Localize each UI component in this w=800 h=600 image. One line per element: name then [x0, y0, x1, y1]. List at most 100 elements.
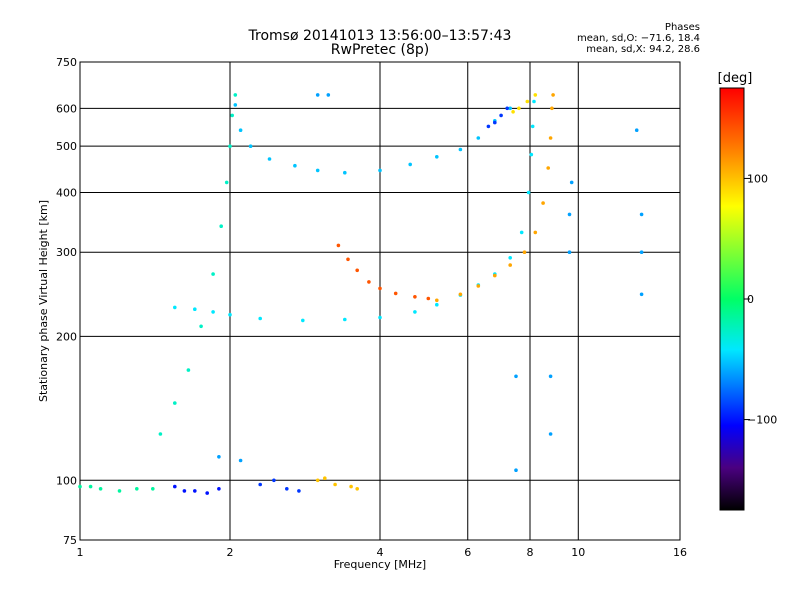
data-point-Es-3MHz: [333, 482, 337, 487]
data-point-top-O: [499, 113, 503, 118]
data-point-F-lower-O: [211, 310, 215, 314]
data-point-F-lower-O: [529, 152, 534, 157]
data-point-F-lower-O: [343, 317, 347, 322]
data-point-stray: [514, 374, 518, 379]
data-point-F-lower-O: [173, 305, 177, 310]
data-point-F-lower-O: [526, 190, 531, 195]
data-point-F1-cusp: [186, 368, 191, 372]
data-point-F-X-upper: [493, 273, 497, 278]
data-point-E-trace: [98, 487, 103, 491]
data-point-F-lower-O: [301, 318, 305, 323]
data-point-F-upper-O: [476, 136, 481, 140]
data-point-F-X-upper: [458, 292, 463, 297]
data-point-F1-cusp: [228, 144, 232, 148]
plot-frame: [79, 61, 681, 541]
data-point-stray: [514, 468, 518, 473]
data-point-stray: [238, 458, 243, 463]
chart-title: Tromsø 20141013 13:56:00–13:57:43: [248, 28, 512, 44]
phase-stats-heading: Phases: [664, 22, 700, 33]
y-tick-label: 750: [56, 56, 77, 69]
y-tick-label: 200: [56, 330, 77, 343]
data-point-F-X-lower: [346, 257, 350, 262]
data-point-Es-2.4MHz: [258, 482, 263, 487]
colorbar-tick-label: 100: [747, 172, 768, 185]
data-point-F-upper-O: [458, 147, 463, 152]
data-point-F-X-upper: [522, 250, 527, 254]
phase-stats-o: mean, sd,O: −71.6, 18.4: [577, 33, 700, 44]
data-point-F1-cusp: [233, 93, 238, 97]
data-point-F-upper-O: [378, 168, 382, 173]
data-point-F-X-upper: [551, 93, 555, 97]
data-point-F-lower-O: [508, 255, 512, 260]
y-tick-label: 400: [56, 186, 77, 199]
data-point-F-upper-O: [233, 103, 238, 107]
data-point-F-upper-O: [508, 106, 512, 111]
data-point-Es-3MHz: [355, 487, 360, 491]
data-point-stray: [217, 455, 221, 459]
colorbar-ticks: 100 0 −100: [744, 172, 777, 427]
grid-lines: [80, 62, 680, 540]
y-tick-label: 300: [56, 246, 77, 259]
data-point-E-trace: [117, 489, 122, 493]
y-tick-label: 75: [63, 534, 77, 547]
data-point-F-X-lower: [367, 280, 371, 284]
data-point-F-X-upper: [508, 263, 512, 267]
data-point-stray: [639, 212, 644, 217]
data-point-F-lower-O: [228, 312, 232, 317]
data-point-F-upper-O: [293, 163, 297, 168]
data-point-F-upper-O: [267, 157, 272, 161]
data-point-stray: [567, 250, 572, 254]
data-point-F-X-lower: [426, 296, 431, 301]
data-point-Es-3MHz: [323, 476, 327, 481]
data-point-stray: [634, 128, 639, 132]
data-point-top-O: [486, 124, 491, 129]
x-tick-labels: 1 2 4 6 8 10 16: [77, 546, 688, 559]
x-tick-label: 4: [377, 546, 384, 559]
data-point-top-X: [525, 99, 530, 104]
data-point-F1-cusp: [158, 432, 163, 436]
data-point-E-trace: [151, 487, 155, 491]
data-point-stray: [639, 292, 644, 297]
data-point-F-X-lower: [336, 243, 341, 248]
x-tick-label: 2: [227, 546, 234, 559]
data-point-E-trace: [78, 484, 82, 489]
data-point-F1-cusp: [230, 113, 234, 118]
data-point-Es-3MHz: [349, 484, 353, 489]
data-point-F-X-upper: [546, 166, 550, 170]
data-point-stray: [326, 93, 331, 97]
data-point-E-trace: [135, 487, 139, 491]
colorbar-label: [deg]: [718, 71, 753, 86]
x-tick-label: 1: [77, 546, 84, 559]
data-point-F1-cusp: [219, 224, 223, 228]
data-point-F-X-lower: [393, 291, 398, 296]
x-axis-label: Frequency [MHz]: [334, 558, 426, 571]
data-point-Es-3MHz: [315, 478, 320, 483]
data-point-F-lower-O: [435, 302, 439, 307]
data-point-top-O: [505, 106, 510, 111]
data-point-F-upper-O: [315, 168, 320, 173]
data-point-F-lower-O: [530, 124, 535, 129]
data-point-F-lower-O: [519, 230, 524, 235]
data-point-F-X-lower: [355, 268, 360, 273]
data-point-top-X: [533, 93, 538, 97]
colorbar-tick-label: 0: [747, 293, 754, 306]
data-point-Es-2.4MHz: [285, 487, 289, 491]
data-point-F-X-upper: [541, 201, 545, 205]
x-tick-label: 6: [464, 546, 471, 559]
data-point-F-X-upper: [533, 230, 538, 235]
x-tick-label: 16: [673, 546, 687, 559]
data-point-stray: [567, 212, 572, 217]
colorbar: [719, 87, 745, 511]
x-tick-label: 8: [527, 546, 534, 559]
data-point-F-lower-O: [378, 315, 382, 320]
data-point-Es-2MHz: [182, 489, 187, 493]
x-tick-label: 10: [571, 546, 585, 559]
y-tick-label: 600: [56, 102, 77, 115]
data-point-F-upper-O: [435, 155, 439, 159]
data-point-F-upper-O: [238, 128, 243, 132]
data-point-E-trace: [88, 484, 93, 489]
phase-stats-x: mean, sd,X: 94.2, 28.6: [586, 44, 700, 55]
y-tick-label: 500: [56, 140, 77, 153]
data-point-F-X-upper: [476, 284, 481, 288]
chart-subtitle: RwPretec (8p): [330, 42, 430, 58]
